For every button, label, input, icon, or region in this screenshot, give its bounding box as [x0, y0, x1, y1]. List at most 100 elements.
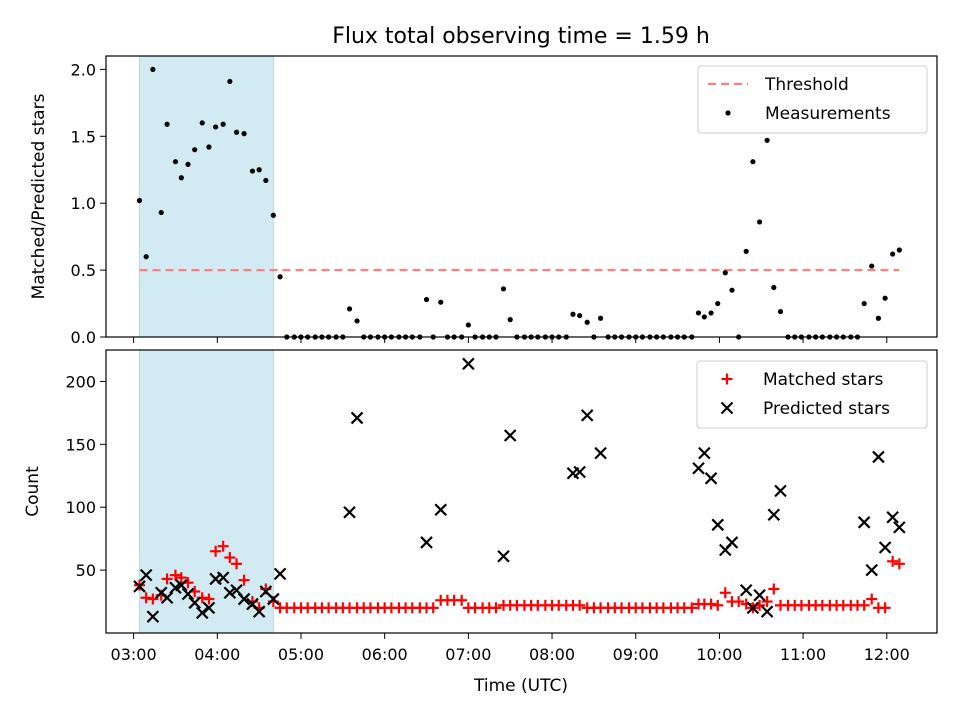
predicted-stars-point — [503, 429, 517, 442]
predicted-stars-point-b — [146, 610, 160, 623]
measurements-point — [465, 322, 471, 328]
predicted-stars-point-b — [246, 597, 259, 611]
y-axis-label: Count — [23, 466, 43, 517]
predicted-stars-point — [767, 508, 781, 522]
measurements-point — [750, 159, 756, 165]
matched-stars-point — [203, 593, 215, 605]
predicted-stars-point — [692, 461, 705, 475]
predicted-stars-point — [893, 521, 906, 534]
matched-stars-point — [733, 596, 745, 608]
measurements-point — [584, 319, 590, 325]
measurements-point — [346, 306, 353, 312]
bottom-panel: 03:00 04:00 05:00 06:00 07:00 08:00 09:00 10:00… — [23, 349, 938, 664]
measurements-point — [756, 219, 763, 225]
predicted-stars-point-b — [698, 446, 711, 460]
measurements-point — [354, 318, 360, 324]
predicted-stars-point — [594, 446, 607, 460]
matched-stars-point — [490, 602, 502, 614]
legend-swatch-b — [720, 401, 734, 415]
chart-title: Flux total observing time = 1.59 h — [332, 24, 710, 49]
predicted-stars-point — [146, 610, 160, 623]
x-tick-label: 12:00 — [864, 645, 910, 664]
measurements-point — [715, 300, 721, 307]
predicted-stars-point-b — [343, 505, 356, 519]
predicted-stars-point-b — [133, 580, 146, 593]
y-tick-label: 50 — [76, 561, 96, 580]
predicted-stars-point-b — [188, 596, 201, 610]
predicted-stars-point — [857, 516, 871, 529]
measurements-point — [570, 311, 576, 317]
matched-stars-point — [879, 602, 891, 614]
measurements-point — [861, 300, 867, 307]
predicted-stars-point — [202, 601, 216, 615]
predicted-stars-point-b — [273, 567, 287, 581]
x-tick-label: 05:00 — [278, 645, 324, 664]
matched-stars-point — [686, 602, 698, 614]
predicted-stars-point-b — [872, 450, 885, 464]
y-axis-label: Matched/Predicted stars — [29, 93, 49, 299]
matched-stars-point — [719, 587, 731, 599]
measurements-point — [896, 247, 902, 253]
predicted-stars-point — [865, 563, 879, 577]
matched-stars-point — [140, 592, 152, 604]
predicted-stars-point — [725, 536, 739, 549]
predicted-stars-point-b — [434, 503, 448, 517]
matched-stars-point — [858, 599, 870, 611]
x-tick-label: 10:00 — [696, 645, 742, 664]
measurements-point — [708, 310, 714, 316]
y-tick-label: 1.5 — [71, 127, 96, 146]
predicted-stars-point — [175, 578, 188, 592]
measurements-point — [500, 286, 507, 292]
measurements-point — [185, 161, 191, 167]
matched-stars-point — [866, 593, 878, 605]
measurements-point — [249, 168, 256, 174]
predicted-stars-point — [420, 536, 433, 549]
predicted-stars-point — [267, 592, 280, 606]
measurements-point — [158, 209, 164, 216]
predicted-stars-point-b — [175, 578, 188, 592]
matched-stars-point — [169, 569, 181, 581]
measurements-point — [597, 315, 604, 321]
x-tick-label: 06:00 — [362, 645, 408, 664]
measurements-point — [227, 78, 233, 85]
predicted-stars-point-b — [497, 549, 510, 563]
predicted-stars-point — [223, 586, 237, 600]
measurements-series — [136, 66, 902, 340]
measurements-point — [277, 274, 283, 280]
measurements-point — [213, 124, 219, 130]
legend: Matched stars Predicted stars — [696, 360, 928, 429]
shaded-interval — [138, 55, 274, 338]
predicted-stars-point-b — [350, 411, 364, 425]
predicted-stars-point-b — [259, 585, 273, 598]
predicted-stars-point-b — [857, 516, 871, 529]
matched-stars-point — [427, 602, 439, 614]
matched-stars-point — [456, 594, 468, 606]
predicted-stars-point — [188, 596, 201, 610]
legend-swatch — [725, 110, 731, 116]
measurements-point — [172, 159, 179, 165]
predicted-stars-point — [872, 450, 885, 464]
matched-stars-point — [217, 540, 229, 552]
predicted-stars-point — [273, 567, 287, 581]
measurements-point — [241, 131, 247, 137]
predicted-stars-point — [462, 357, 475, 371]
predicted-stars-point-b — [216, 571, 230, 584]
predicted-stars-point-b — [160, 591, 174, 605]
legend-label: Threshold — [764, 75, 849, 95]
legend-label: Measurements — [765, 104, 891, 124]
predicted-stars-point-b — [746, 601, 760, 615]
predicted-stars-point-b — [725, 536, 739, 549]
predicted-stars-point-b — [420, 536, 433, 549]
measurements-point — [143, 254, 149, 260]
axes-frame — [105, 55, 938, 338]
legend: Threshold Measurements — [697, 65, 928, 134]
predicted-stars-point — [139, 568, 153, 582]
predicted-stars-point-b — [573, 465, 586, 479]
measurements-point — [729, 287, 735, 293]
predicted-stars-series — [133, 357, 906, 623]
predicted-stars-point — [237, 592, 251, 606]
predicted-stars-point-b — [878, 541, 892, 554]
measurements-point — [764, 137, 770, 143]
measurements-point — [178, 175, 184, 181]
x-tick-label: 11:00 — [780, 645, 826, 664]
